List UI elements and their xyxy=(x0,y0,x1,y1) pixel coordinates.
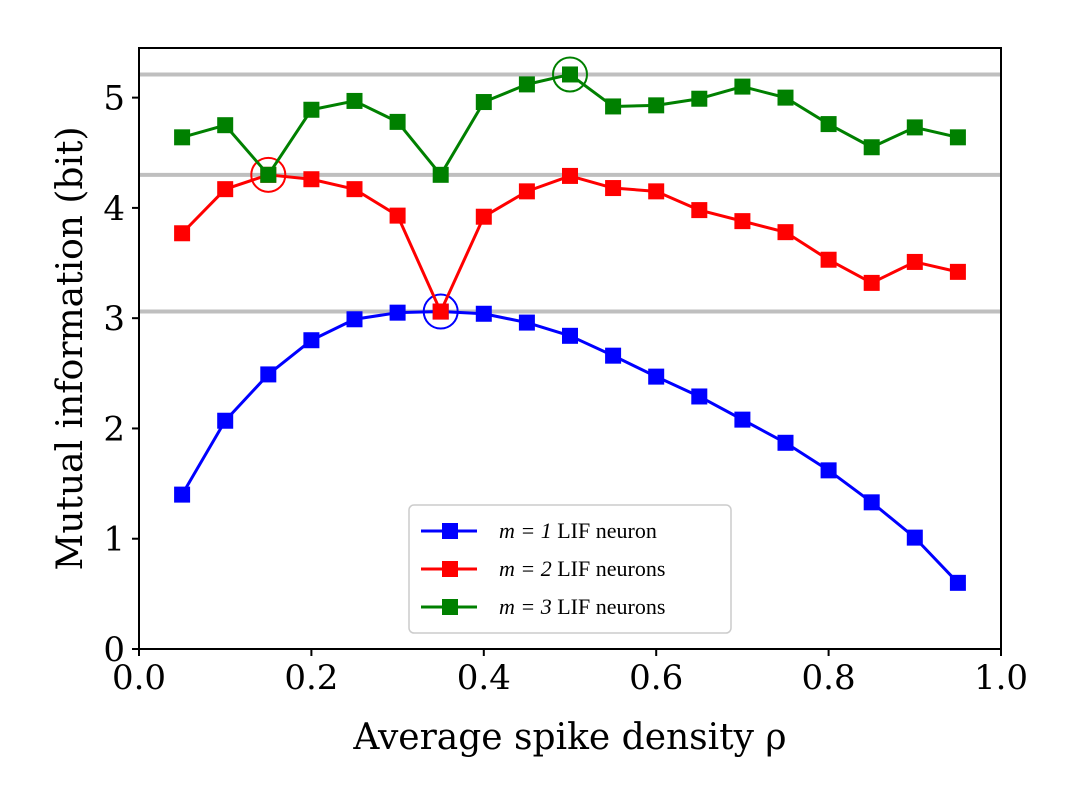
data-point xyxy=(475,208,492,225)
data-point xyxy=(562,167,578,184)
data-point xyxy=(562,327,578,344)
data-point xyxy=(949,129,966,146)
data-point xyxy=(820,116,837,133)
data-point xyxy=(777,89,794,106)
data-point xyxy=(346,311,363,328)
data-point xyxy=(389,207,406,224)
legend-item-3: m = 3 LIF neurons xyxy=(421,594,665,619)
data-point xyxy=(346,181,363,198)
y-axis-label: Mutual information (bit) xyxy=(50,126,91,570)
highlight-circle-1 xyxy=(422,293,459,330)
legend-label-var: m = 3 xyxy=(499,594,557,619)
data-point xyxy=(648,183,665,200)
legend-label: m = 3 LIF neurons xyxy=(499,594,665,619)
data-point xyxy=(605,180,622,197)
legend-label-rest: LIF neurons xyxy=(557,556,665,581)
data-point xyxy=(691,90,708,107)
x-axis-label: Average spike density ρ xyxy=(352,717,786,758)
data-point xyxy=(518,183,535,200)
data-point xyxy=(475,94,492,111)
plot-frame xyxy=(138,47,1002,650)
legend-item-2: m = 2 LIF neurons xyxy=(421,556,665,581)
legend-label-rest: LIF neuron xyxy=(557,518,657,543)
x-tick-label: 0.0 xyxy=(112,658,166,698)
highlight-circle-3 xyxy=(552,56,588,93)
y-tick-label: 1 xyxy=(103,520,125,560)
data-point xyxy=(346,92,363,109)
legend-label-rest: LIF neurons xyxy=(557,594,665,619)
data-point xyxy=(475,305,492,322)
legend-label: m = 2 LIF neurons xyxy=(499,556,665,581)
legend-marker xyxy=(442,599,458,615)
data-point xyxy=(389,113,406,130)
x-tick-label: 0.8 xyxy=(802,658,856,698)
data-point xyxy=(174,129,191,146)
series-line-3 xyxy=(181,72,959,177)
data-point xyxy=(863,139,880,156)
data-point xyxy=(260,366,277,383)
legend-label: m = 1 LIF neuron xyxy=(499,518,657,543)
x-tick-label: 0.4 xyxy=(457,658,511,698)
data-point xyxy=(562,66,578,83)
y-tick-label: 3 xyxy=(103,299,125,339)
data-point xyxy=(518,314,535,331)
data-point xyxy=(303,171,320,188)
data-point xyxy=(217,117,234,134)
data-point xyxy=(820,251,837,268)
legend-label-var: m = 1 xyxy=(499,518,557,543)
series-2 xyxy=(174,156,966,320)
x-tick-label: 0.6 xyxy=(629,658,683,698)
data-point xyxy=(906,119,923,136)
legend-label-var: m = 2 xyxy=(499,556,557,581)
data-point xyxy=(734,78,751,95)
y-axis: 0 1 2 3 4 5 xyxy=(103,79,139,670)
data-point xyxy=(432,303,449,320)
series-3 xyxy=(174,56,966,183)
data-point xyxy=(777,434,794,451)
data-point xyxy=(691,202,708,219)
legend-item-1: m = 1 LIF neuron xyxy=(421,518,657,543)
data-point xyxy=(518,76,535,93)
series-layer xyxy=(174,56,966,591)
x-tick-label: 1.0 xyxy=(974,658,1028,698)
legend-marker xyxy=(442,561,458,577)
data-point xyxy=(303,332,320,349)
data-point xyxy=(734,213,751,230)
data-point xyxy=(906,253,923,270)
data-point xyxy=(303,101,320,118)
data-point xyxy=(432,166,449,183)
legend-marker xyxy=(442,523,458,539)
data-point xyxy=(863,494,880,511)
data-point xyxy=(389,304,406,321)
data-point xyxy=(949,263,966,280)
series-1 xyxy=(174,293,966,591)
data-point xyxy=(777,224,794,241)
data-point xyxy=(605,98,622,115)
data-point xyxy=(820,462,837,479)
data-point xyxy=(691,388,708,405)
y-tick-label: 2 xyxy=(103,409,125,449)
legend-box xyxy=(408,504,732,634)
x-tick-label: 0.2 xyxy=(284,658,338,698)
y-tick-label: 0 xyxy=(103,630,125,670)
data-point xyxy=(174,225,191,242)
data-point xyxy=(734,411,751,428)
data-point xyxy=(217,412,234,429)
data-point xyxy=(648,97,665,114)
x-axis: 0.0 0.2 0.4 0.6 0.8 1.0 xyxy=(112,649,1028,698)
data-point xyxy=(605,347,622,364)
data-point xyxy=(648,368,665,385)
data-point xyxy=(906,529,923,546)
data-point xyxy=(217,181,234,198)
data-point xyxy=(949,574,966,591)
data-point xyxy=(260,166,277,183)
data-point xyxy=(863,274,880,291)
data-point xyxy=(174,486,191,503)
series-line-2 xyxy=(181,173,959,314)
highlight-circle-2 xyxy=(250,156,287,193)
y-tick-label: 4 xyxy=(103,189,125,229)
y-tick-label: 5 xyxy=(103,79,125,119)
